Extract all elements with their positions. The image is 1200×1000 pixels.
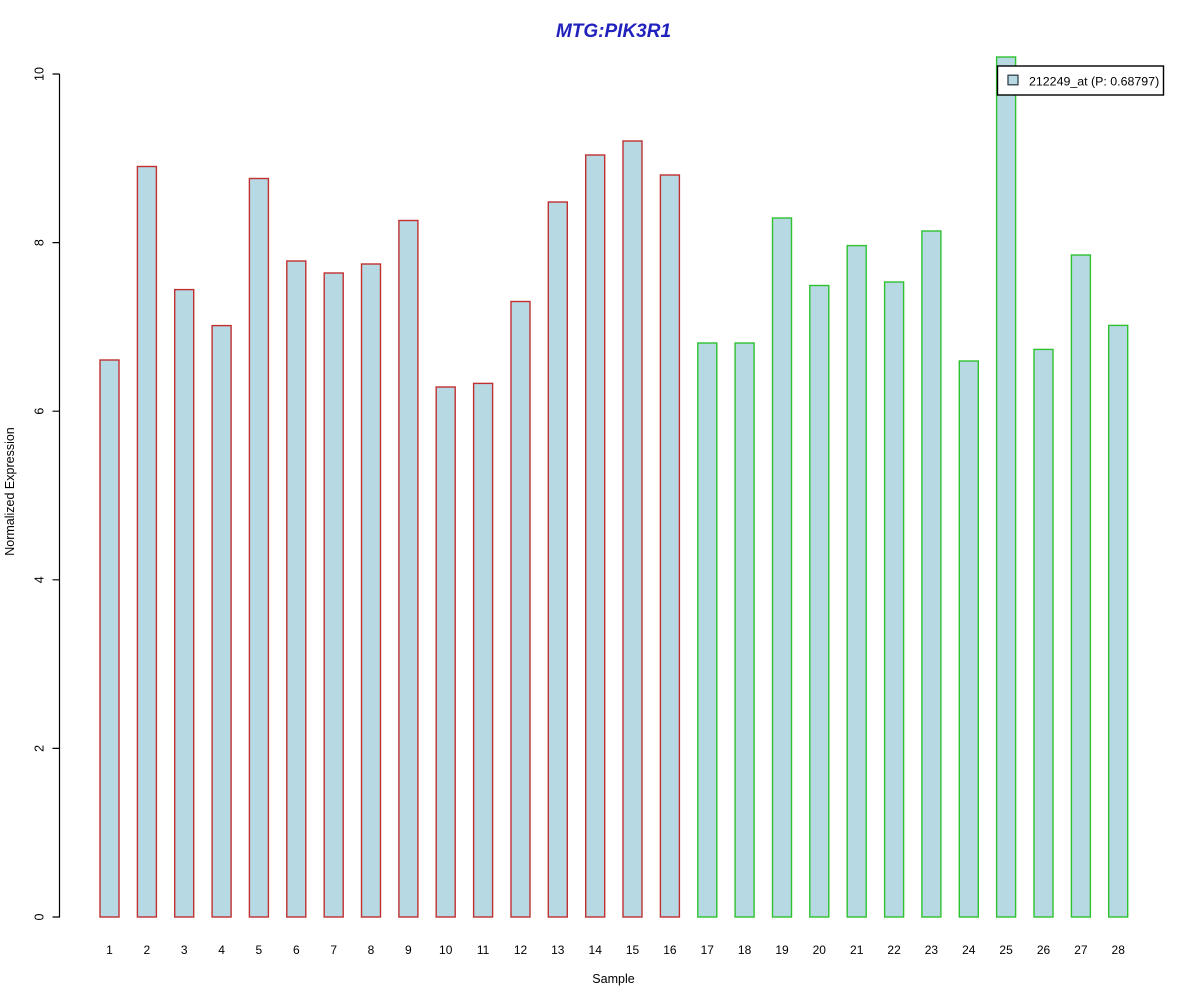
svg-text:6: 6 [33,408,47,415]
svg-text:16: 16 [663,943,677,957]
svg-text:Normalized Expression: Normalized Expression [3,427,17,556]
svg-text:14: 14 [589,943,603,957]
svg-text:23: 23 [925,943,939,957]
svg-text:8: 8 [368,943,375,957]
svg-text:4: 4 [33,576,47,583]
svg-text:Sample: Sample [592,972,634,986]
svg-text:28: 28 [1112,943,1126,957]
svg-text:12: 12 [514,943,528,957]
svg-text:4: 4 [218,943,225,957]
svg-text:8: 8 [33,239,47,246]
svg-text:21: 21 [850,943,864,957]
svg-text:3: 3 [181,943,188,957]
svg-text:2: 2 [144,943,151,957]
svg-text:7: 7 [330,943,337,957]
svg-text:17: 17 [701,943,715,957]
svg-text:9: 9 [405,943,412,957]
svg-text:10: 10 [439,943,453,957]
svg-text:20: 20 [813,943,827,957]
svg-text:25: 25 [999,943,1013,957]
svg-text:2: 2 [33,745,47,752]
svg-text:11: 11 [477,943,490,957]
svg-text:27: 27 [1074,943,1088,957]
svg-text:13: 13 [551,943,565,957]
svg-text:6: 6 [293,943,300,957]
svg-text:5: 5 [256,943,263,957]
svg-text:0: 0 [33,913,47,920]
svg-text:15: 15 [626,943,640,957]
svg-text:1: 1 [106,943,113,957]
svg-text:212249_at (P: 0.68797): 212249_at (P: 0.68797) [1029,75,1159,89]
svg-text:19: 19 [775,943,789,957]
svg-text:18: 18 [738,943,752,957]
svg-text:10: 10 [33,67,47,81]
svg-text:24: 24 [962,943,976,957]
svg-text:26: 26 [1037,943,1051,957]
svg-text:22: 22 [887,943,901,957]
svg-text:MTG:PIK3R1: MTG:PIK3R1 [556,21,671,42]
